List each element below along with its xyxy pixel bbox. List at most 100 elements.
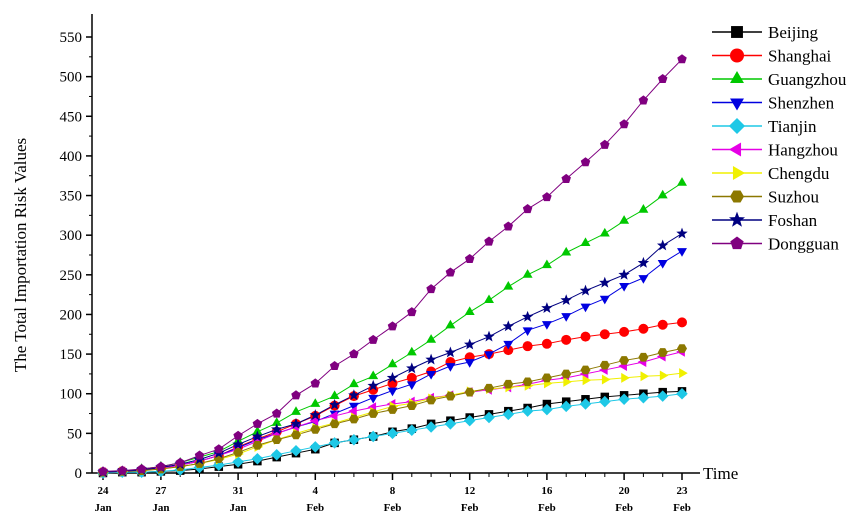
y-tick-label: 50: [67, 426, 82, 442]
data-point: [676, 387, 688, 400]
data-point: [233, 430, 243, 440]
data-point: [619, 356, 630, 365]
data-point: [599, 329, 610, 340]
data-point: [290, 417, 302, 429]
data-point: [406, 372, 417, 383]
data-point: [270, 423, 283, 435]
data-point: [561, 246, 572, 256]
data-point: [328, 437, 341, 449]
data-point: [503, 340, 514, 350]
y-tick-label: 400: [60, 149, 83, 165]
data-point: [619, 326, 630, 337]
data-point: [580, 331, 591, 342]
data-point: [329, 419, 340, 429]
x-tick-label: 12 Feb: [460, 485, 479, 514]
x-tick-label: 4 Feb: [306, 485, 325, 514]
data-point: [561, 173, 571, 183]
data-point: [657, 319, 668, 330]
data-point: [503, 280, 514, 290]
data-point: [386, 427, 399, 440]
y-axis-title: The Total Importation Risk Values: [11, 138, 30, 372]
data-point: [445, 319, 456, 329]
data-point: [329, 390, 340, 399]
data-point: [599, 227, 610, 237]
y-tick-label: 150: [60, 347, 83, 363]
data-point: [638, 95, 649, 105]
data-point: [386, 371, 399, 383]
data-point: [270, 449, 283, 461]
legend-label: Guangzhou: [768, 70, 847, 89]
data-point: [252, 440, 263, 450]
data-point: [659, 370, 669, 381]
data-point: [348, 406, 357, 417]
legend-label: Chengdu: [768, 164, 830, 183]
data-point: [214, 444, 224, 454]
data-point: [579, 398, 592, 410]
data-point: [445, 391, 456, 401]
data-point: [464, 253, 475, 264]
data-point: [425, 421, 437, 433]
data-point: [638, 352, 649, 362]
y-tick-label: 250: [60, 268, 83, 284]
legend-marker: [728, 142, 742, 157]
legend-label: Shanghai: [768, 47, 832, 66]
data-point: [657, 260, 668, 269]
data-point: [560, 400, 572, 413]
data-point: [291, 390, 301, 400]
data-point: [251, 430, 264, 442]
legend-label: Hangzhou: [768, 141, 838, 160]
data-point: [579, 284, 592, 296]
data-point: [425, 353, 437, 365]
data-point: [560, 294, 572, 306]
data-point: [309, 441, 322, 453]
data-point: [677, 54, 687, 64]
legend-marker: [732, 166, 746, 180]
data-point: [580, 237, 591, 246]
data-point: [329, 360, 340, 371]
data-point: [232, 438, 244, 450]
data-point: [657, 74, 668, 84]
data-point: [561, 369, 572, 379]
data-point: [619, 215, 630, 224]
data-point: [677, 177, 687, 186]
data-point: [290, 445, 302, 457]
data-point: [464, 306, 475, 315]
data-point: [387, 321, 398, 331]
legend-label: Suzhou: [768, 188, 820, 207]
data-point: [387, 387, 398, 397]
data-point: [368, 334, 378, 344]
data-point: [175, 457, 185, 467]
data-point: [387, 405, 398, 414]
data-point: [367, 430, 379, 443]
series-line: [102, 321, 683, 473]
data-point: [444, 418, 457, 430]
data-point: [117, 465, 128, 475]
data-point: [483, 411, 495, 424]
legend-label: Foshan: [768, 211, 818, 230]
data-point: [582, 375, 592, 386]
data-point: [484, 294, 494, 304]
data-point: [444, 346, 457, 358]
y-tick-label: 100: [60, 387, 83, 403]
data-point: [637, 256, 650, 268]
data-point: [561, 313, 572, 322]
data-point: [676, 227, 688, 239]
data-point: [484, 351, 494, 360]
data-point: [656, 390, 669, 402]
data-point: [310, 425, 321, 434]
data-point: [310, 378, 321, 388]
data-point: [367, 379, 379, 391]
data-point: [426, 371, 437, 380]
data-point: [463, 414, 476, 427]
y-tick-label: 200: [60, 307, 83, 323]
data-point: [271, 435, 282, 445]
data-point: [406, 346, 417, 356]
data-point: [484, 383, 494, 393]
data-point: [541, 302, 553, 313]
data-point: [156, 461, 166, 471]
data-point: [599, 395, 611, 408]
legend-marker: [730, 98, 744, 111]
legend-marker: [731, 26, 743, 38]
data-point: [291, 430, 301, 440]
data-point: [348, 389, 360, 401]
